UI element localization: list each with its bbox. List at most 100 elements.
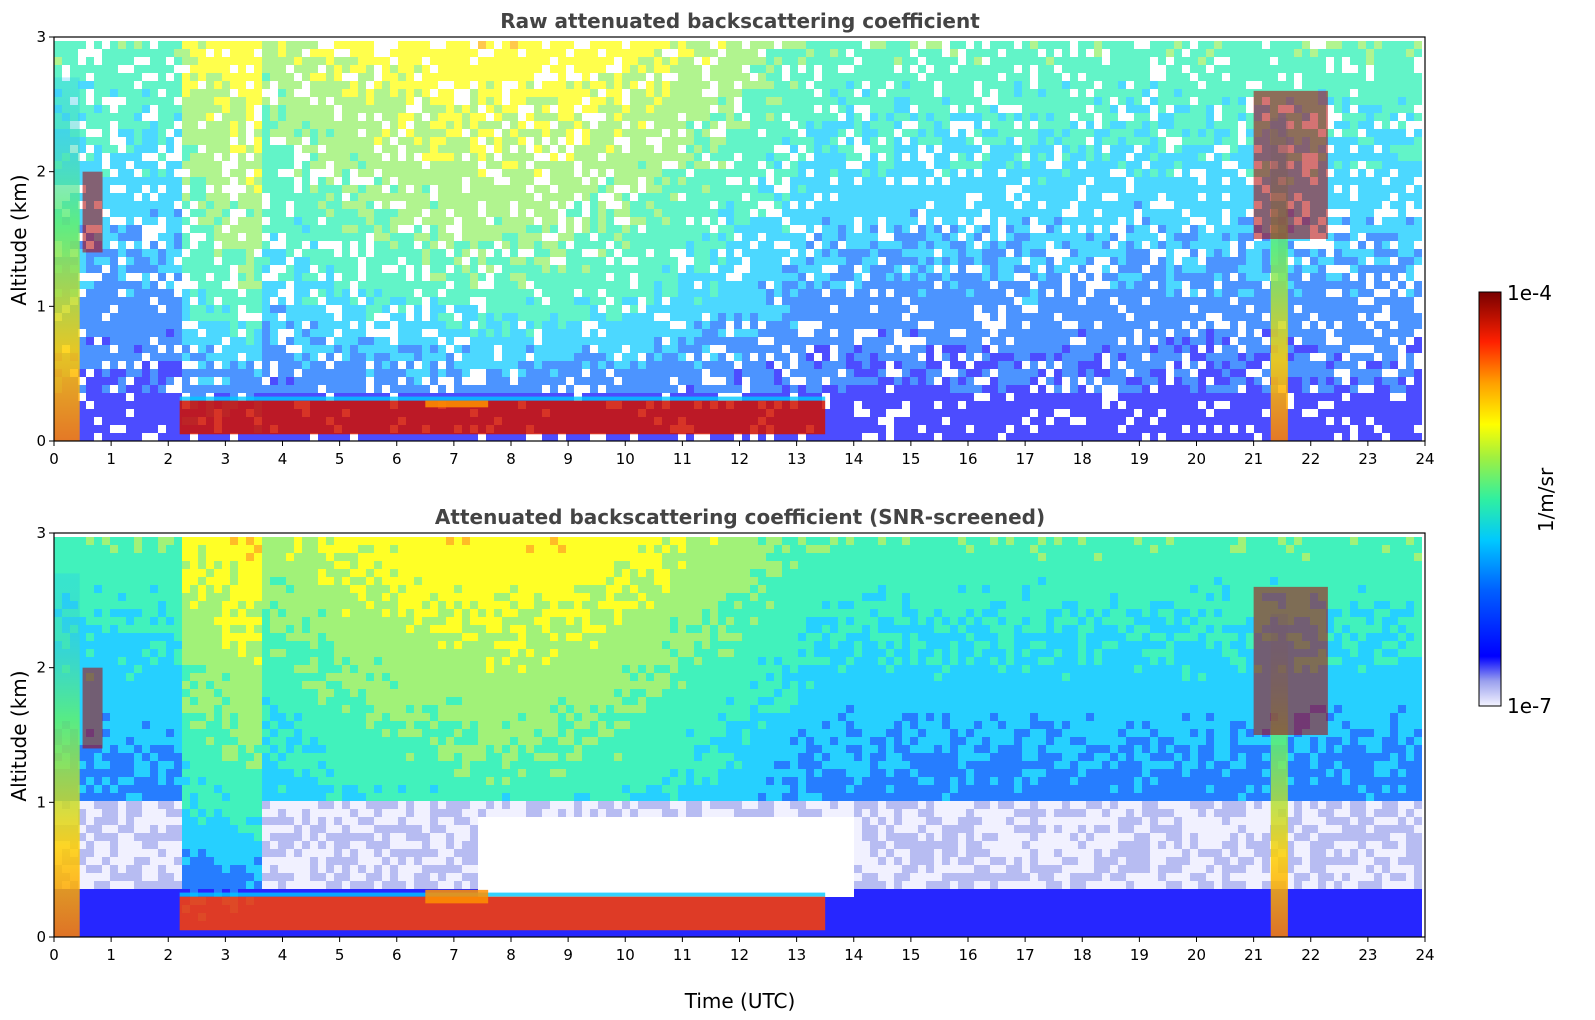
heatmap-cell — [726, 41, 734, 49]
heatmap-cell — [182, 137, 190, 145]
heatmap-cell — [126, 225, 134, 233]
heatmap-cell — [294, 225, 302, 233]
heatmap-cell — [382, 377, 390, 385]
heatmap-cell — [246, 217, 254, 225]
heatmap-cell — [166, 257, 174, 265]
heatmap-cell — [166, 217, 174, 225]
heatmap-cell — [910, 321, 918, 329]
heatmap-cell — [742, 137, 750, 145]
heatmap-cell — [566, 225, 574, 233]
heatmap-cell — [86, 65, 94, 73]
heatmap-cell — [414, 57, 422, 65]
heatmap-cell — [406, 153, 414, 161]
heatmap-cell — [1022, 97, 1030, 105]
heatmap-cell — [246, 225, 254, 233]
heatmap-cell — [622, 281, 630, 289]
heatmap-cell — [918, 361, 926, 369]
heatmap-cell — [110, 257, 118, 265]
heatmap-cell — [342, 185, 350, 193]
heatmap-cell — [430, 137, 438, 145]
heatmap-cell — [782, 361, 790, 369]
heatmap-cell — [478, 177, 486, 185]
heatmap-cell — [318, 113, 326, 121]
heatmap-cell — [86, 345, 94, 353]
heatmap-cell — [614, 129, 622, 137]
heatmap-cell — [150, 97, 158, 105]
heatmap-cell — [254, 97, 262, 105]
heatmap-cell — [622, 113, 630, 121]
heatmap-cell — [574, 433, 582, 441]
heatmap-cell — [926, 57, 934, 65]
heatmap-cell — [774, 193, 782, 201]
heatmap-cell — [686, 41, 694, 49]
heatmap-cell — [294, 321, 302, 329]
heatmap-cell — [486, 89, 494, 97]
heatmap-cell — [318, 377, 326, 385]
heatmap-cell — [782, 233, 790, 241]
heatmap-cell — [806, 289, 814, 297]
heatmap-cell — [798, 281, 806, 289]
heatmap-cell — [566, 233, 574, 241]
heatmap-cell — [870, 385, 878, 393]
heatmap-cell — [238, 257, 246, 265]
heatmap-cell — [574, 265, 582, 273]
heatmap-cell — [358, 121, 366, 129]
heatmap-cell — [838, 353, 846, 361]
heatmap-cell — [254, 41, 262, 49]
heatmap-cell — [398, 73, 406, 81]
heatmap-cell — [862, 49, 870, 57]
heatmap-cell — [654, 113, 662, 121]
heatmap-cell — [790, 297, 798, 305]
heatmap-cell — [750, 249, 758, 257]
heatmap-cell — [734, 297, 742, 305]
heatmap-cell — [782, 297, 790, 305]
heatmap-cell — [78, 313, 86, 321]
heatmap-cell — [782, 169, 790, 177]
heatmap-cell — [686, 201, 694, 209]
heatmap-cell — [630, 121, 638, 129]
heatmap-cell — [238, 145, 246, 153]
heatmap-cell — [854, 185, 862, 193]
heatmap-cell — [758, 153, 766, 161]
heatmap-cell — [190, 161, 198, 169]
heatmap-cell — [166, 161, 174, 169]
heatmap-cell — [670, 129, 678, 137]
heatmap-cell — [406, 137, 414, 145]
heatmap-cell — [966, 273, 974, 281]
heatmap-cell — [326, 177, 334, 185]
heatmap-cell — [750, 161, 758, 169]
heatmap-cell — [406, 233, 414, 241]
heatmap-cell — [718, 433, 726, 441]
heatmap-cell — [654, 201, 662, 209]
heatmap-cell — [422, 433, 430, 441]
heatmap-cell — [926, 121, 934, 129]
heatmap-cell — [526, 193, 534, 201]
heatmap-cell — [262, 153, 270, 161]
heatmap-cell — [894, 385, 902, 393]
heatmap-cell — [1014, 257, 1022, 265]
heatmap-cell — [542, 313, 550, 321]
heatmap-cell — [958, 273, 966, 281]
heatmap-cell — [486, 209, 494, 217]
heatmap-cell — [678, 345, 686, 353]
heatmap-cell — [670, 265, 678, 273]
heatmap-cell — [486, 201, 494, 209]
heatmap-cell — [822, 345, 830, 353]
heatmap-cell — [470, 97, 478, 105]
heatmap-cell — [502, 281, 510, 289]
heatmap-cell — [998, 329, 1006, 337]
heatmap-cell — [878, 185, 886, 193]
heatmap-cell — [838, 313, 846, 321]
heatmap-cell — [878, 193, 886, 201]
heatmap-cell — [518, 377, 526, 385]
heatmap-cell — [646, 113, 654, 121]
heatmap-cell — [358, 305, 366, 313]
heatmap-cell — [158, 193, 166, 201]
heatmap-cell — [662, 177, 670, 185]
heatmap-cell — [870, 209, 878, 217]
heatmap-cell — [686, 89, 694, 97]
heatmap-cell — [646, 185, 654, 193]
heatmap-cell — [182, 121, 190, 129]
heatmap-cell — [318, 57, 326, 65]
heatmap-cell — [358, 49, 366, 57]
